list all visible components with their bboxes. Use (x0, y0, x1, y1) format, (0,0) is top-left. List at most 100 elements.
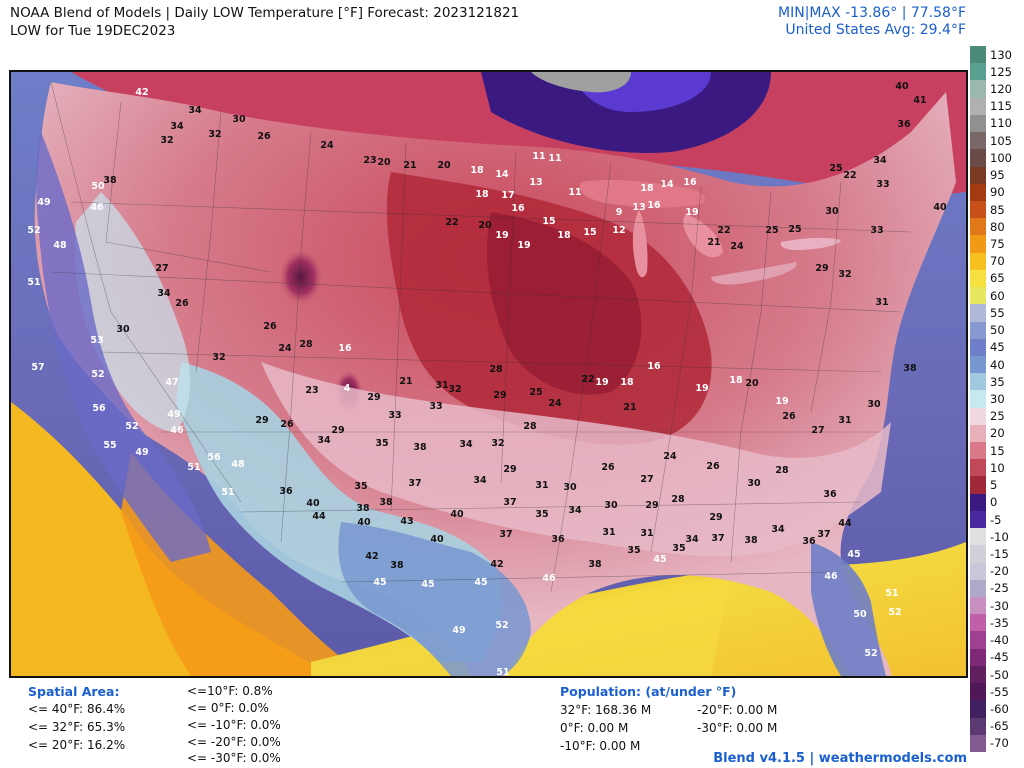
map-value-label: 30 (232, 114, 246, 125)
map-value-label: 48 (53, 240, 67, 251)
map-value-label: 47 (165, 377, 178, 388)
colorbar-tick-label: 30 (990, 392, 1005, 406)
map-value-label: 29 (367, 392, 380, 403)
map-value-label: 27 (155, 263, 168, 274)
colorbar-tick-label: -45 (990, 650, 1009, 665)
colorbar-swatch (970, 235, 986, 254)
colorbar-swatch (970, 373, 986, 391)
colorbar-tick-label: 85 (990, 202, 1005, 217)
map-value-label: 21 (623, 402, 636, 413)
colorbar-tick-label: 10 (990, 460, 1005, 475)
map-value-label: 52 (125, 421, 138, 432)
colorbar-swatch (970, 597, 986, 615)
map-value-label: 28 (489, 364, 503, 375)
colorbar-tick-label: -10 (990, 529, 1009, 544)
map-value-label: 49 (37, 197, 50, 208)
colorbar-tick-label: 120 (990, 82, 1012, 97)
colorbar-swatch (970, 355, 986, 374)
colorbar-swatch (970, 149, 986, 168)
map-value-label: 32 (838, 269, 851, 280)
map-value-label: 20 (478, 220, 492, 231)
map-value-label: 14 (660, 179, 674, 190)
map-value-label: 34 (157, 288, 171, 299)
map-value-label: 49 (452, 625, 465, 636)
colorbar-tick-label: 130 (990, 47, 1012, 62)
map-value-label: 34 (317, 435, 331, 446)
colorbar-tick-label: 75 (990, 237, 1005, 252)
colorbar-tick-label: 110 (990, 116, 1012, 131)
map-value-label: 18 (557, 230, 571, 241)
map-value-label: 57 (31, 362, 44, 373)
map-value-label: 24 (730, 241, 744, 252)
map-value-label: 29 (645, 500, 658, 511)
map-value-label: 34 (473, 475, 487, 486)
map-value-label: 32 (212, 352, 225, 363)
colorbar-swatch (970, 614, 986, 632)
colorbar-swatch (970, 493, 986, 512)
colorbar-swatch (970, 528, 986, 546)
map-value-label: 41 (913, 95, 926, 106)
map-value-label: 37 (711, 533, 724, 544)
colorbar-swatch (970, 631, 986, 650)
map-value-label: 35 (672, 543, 685, 554)
canada-grey-zone (531, 72, 631, 93)
colorbar-tick-label: -5 (990, 512, 1002, 527)
colorbar-swatch (970, 183, 986, 202)
map-value-label: 37 (503, 497, 516, 508)
colorbar-tick-label: 65 (990, 271, 1005, 286)
spatial-stat: <= 0°F: 0.0% (187, 701, 269, 715)
map-value-label: 29 (709, 512, 722, 523)
map-value-label: 21 (399, 376, 412, 387)
map-value-label: 13 (632, 202, 645, 213)
map-value-label: 18 (620, 377, 634, 388)
map-value-label: 31 (838, 415, 851, 426)
colorbar-swatch (970, 80, 986, 99)
map-value-label: 28 (775, 465, 789, 476)
spatial-stat: <= -20°F: 0.0% (187, 735, 281, 749)
population-stat: -10°F: 0.00 M (560, 739, 641, 753)
map-value-label: 34 (188, 105, 202, 116)
map-value-label: 23 (363, 155, 376, 166)
map-value-label: 26 (706, 461, 720, 472)
map-value-label: 22 (445, 217, 458, 228)
map-value-label: 31 (875, 297, 888, 308)
colorbar-tick-label: -30 (990, 598, 1009, 613)
map-value-label: 36 (897, 119, 911, 130)
map-value-label: 46 (170, 425, 184, 436)
map-value-label: 29 (493, 390, 506, 401)
map-value-label: 36 (823, 489, 837, 500)
colorbar-swatch (970, 683, 986, 701)
colorbar-tick-label: 25 (990, 409, 1005, 424)
lake-michigan (632, 210, 648, 278)
colorbar-swatch (970, 321, 986, 340)
colorbar-swatch (970, 665, 986, 684)
spatial-stat: <= -30°F: 0.0% (187, 751, 281, 765)
map-value-label: 51 (885, 588, 898, 599)
colorbar-swatch (970, 545, 986, 564)
us-average-readout: United States Avg: 29.4°F (785, 22, 966, 38)
map-value-label: 16 (647, 200, 661, 211)
map-value-label: 17 (501, 190, 514, 201)
map-value-label: 32 (160, 135, 173, 146)
map-value-label: 45 (474, 577, 487, 588)
temperature-colorbar: 130 125 120 115 110 105 100 95 90 85 80 75 70 65 60 55 5… (970, 46, 1022, 753)
state-boundaries (50, 81, 912, 593)
colorbar-tick-label: -70 (990, 736, 1009, 751)
map-value-label: 28 (671, 494, 685, 505)
temperature-map: 42 34 30 32 34 32 26 24 23 20 21 20 18 14 11 11 11 13 18 17… (9, 70, 968, 678)
colorbar-tick-label: -55 (990, 684, 1009, 699)
map-value-label: 35 (375, 438, 388, 449)
map-value-label: 26 (782, 411, 796, 422)
map-value-label: 56 (92, 403, 106, 414)
texas-mild-region (338, 522, 531, 676)
map-value-label: 30 (825, 206, 839, 217)
colorbar-swatch (970, 114, 986, 133)
map-value-label: 31 (602, 527, 615, 538)
colorbar-tick-label: 45 (990, 340, 1005, 355)
colorbar-swatch (970, 304, 986, 322)
map-value-label: 38 (588, 559, 602, 570)
colorbar-tick-label: 105 (990, 133, 1012, 148)
map-value-label: 11 (568, 187, 581, 198)
map-value-label: 26 (175, 298, 189, 309)
